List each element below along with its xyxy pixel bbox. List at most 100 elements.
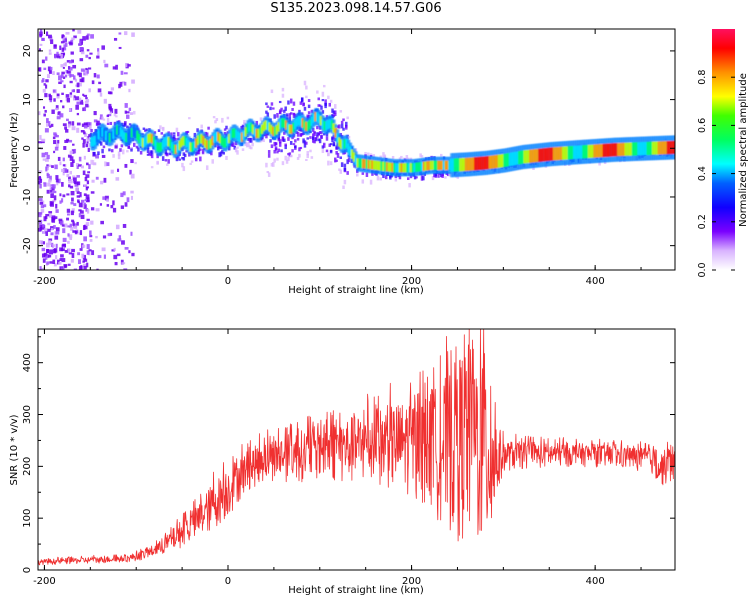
ridge-peak [657,141,661,155]
ridge-peak [150,133,154,144]
halo-cell [142,127,146,130]
halo-cell [321,110,325,114]
halo-cell [199,156,202,162]
halo-cell [367,152,370,156]
noise-speckle [49,188,53,193]
halo-cell [302,140,305,144]
halo-cell [335,145,338,150]
noise-speckle [96,268,99,270]
noise-speckle [76,163,80,167]
ridge-peak [288,124,292,134]
noise-speckle [101,45,105,50]
noise-speckle [52,190,57,194]
ridge-peak [453,158,457,172]
halo-cell [289,112,293,115]
ridge-peak [303,120,307,130]
x-tick-label: 200 [402,576,421,587]
noise-speckle [85,174,90,178]
halo-cell [267,153,271,158]
noise-speckle [83,204,87,209]
noise-speckle [38,141,43,144]
noise-speckle [52,184,56,189]
halo-cell [336,152,340,158]
halo-cell [188,152,191,157]
noise-speckle [83,155,86,160]
halo-cell [137,147,140,152]
halo-cell [322,84,326,88]
noise-speckle [101,154,106,158]
halo-cell [365,172,369,177]
halo-cell [302,138,305,142]
halo-cell [182,166,186,172]
noise-speckle [70,226,74,231]
noise-speckle [46,118,49,123]
halo-cell [288,152,292,157]
halo-cell [284,155,287,161]
ridge-peak [582,145,586,159]
halo-cell [298,147,301,152]
halo-cell [598,160,601,166]
halo-cell [117,151,121,156]
ridge-peak [316,112,320,122]
ridge-peak [317,113,321,124]
halo-cell [292,101,296,106]
noise-speckle [44,152,49,155]
noise-speckle [83,265,87,270]
halo-cell [311,139,315,143]
noise-speckle [47,34,52,39]
noise-speckle [82,263,87,267]
halo-cell [372,154,376,158]
noise-speckle [85,143,89,148]
noise-speckle [70,190,75,196]
noise-speckle [45,166,49,171]
noise-speckle [41,241,46,245]
halo-cell [156,161,159,165]
halo-cell [144,129,147,132]
x-tick-label: 200 [402,276,421,287]
ridge-peak [589,144,593,158]
noise-speckle [81,199,85,203]
ridge-peak [562,146,566,160]
noise-speckle [77,259,82,265]
noise-speckle [50,193,54,198]
spectrogram-panel: -200 0 200 400 -20 -10 0 10 20 Height of straigh… [9,28,676,296]
ridge-peak [259,127,263,137]
noise-speckle [66,60,71,63]
ridge-peak [505,153,509,167]
noise-speckle [53,195,57,201]
noise-speckle [79,58,84,62]
halo-cell [255,120,259,126]
noise-speckle [45,231,48,236]
noise-speckle [84,132,88,137]
noise-speckle [97,255,102,259]
ridge-peak [216,131,220,142]
noise-speckle [90,220,94,225]
noise-speckle [115,177,120,181]
halo-cell [205,165,209,170]
ridge-peak [573,145,577,160]
noise-speckle [82,139,86,144]
noise-speckle [88,88,91,93]
ridge-peak [472,157,476,171]
noise-speckle [41,247,46,252]
ridge-peak [226,136,230,146]
noise-speckle [76,181,81,186]
noise-speckle [49,261,53,264]
ridge-peak [635,142,639,156]
noise-speckle [50,242,54,248]
halo-cell [265,162,268,168]
ridge-peak [565,146,569,160]
noise-speckle [69,42,73,46]
halo-cell [232,142,235,147]
halo-cell [196,152,199,155]
ridge-peak [321,119,325,129]
noise-speckle [69,170,72,175]
noise-speckle [62,246,65,249]
ridge-peak [227,133,231,144]
halo-cell [342,118,345,122]
noise-speckle [86,138,91,142]
halo-cell [150,166,154,169]
ridge-peak [374,160,378,170]
halo-cell [108,148,111,152]
noise-speckle [61,244,66,248]
